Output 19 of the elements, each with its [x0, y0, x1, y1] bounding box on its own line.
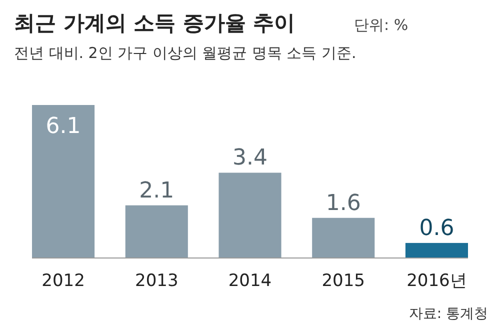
x-tick-label: 2014: [228, 271, 272, 291]
bar: [125, 205, 188, 258]
data-label: 3.4: [232, 146, 268, 171]
data-label: 6.1: [46, 114, 81, 139]
text: 자료: 통계청: [408, 306, 488, 322]
x-tick-label: 2016년: [406, 271, 467, 291]
bar: [218, 172, 282, 258]
bar: [32, 105, 95, 258]
data-label: 1.6: [326, 190, 361, 216]
x-tick-label: 2015: [322, 271, 365, 291]
bar: [312, 218, 375, 258]
text: 단위: %: [354, 16, 408, 34]
data-label: 0.6: [419, 216, 454, 241]
data-label: 2.1: [139, 178, 174, 204]
chart-subtitle: 전년 대비. 2인 가구 이상의 월평균 명목 소득 기준.: [14, 44, 356, 62]
x-tick-label: 2013: [135, 271, 178, 291]
chart-title: 최근 가계의 소득 증가율 추이: [14, 11, 296, 35]
x-tick-label: 2012: [42, 271, 85, 291]
bar: [405, 242, 468, 258]
